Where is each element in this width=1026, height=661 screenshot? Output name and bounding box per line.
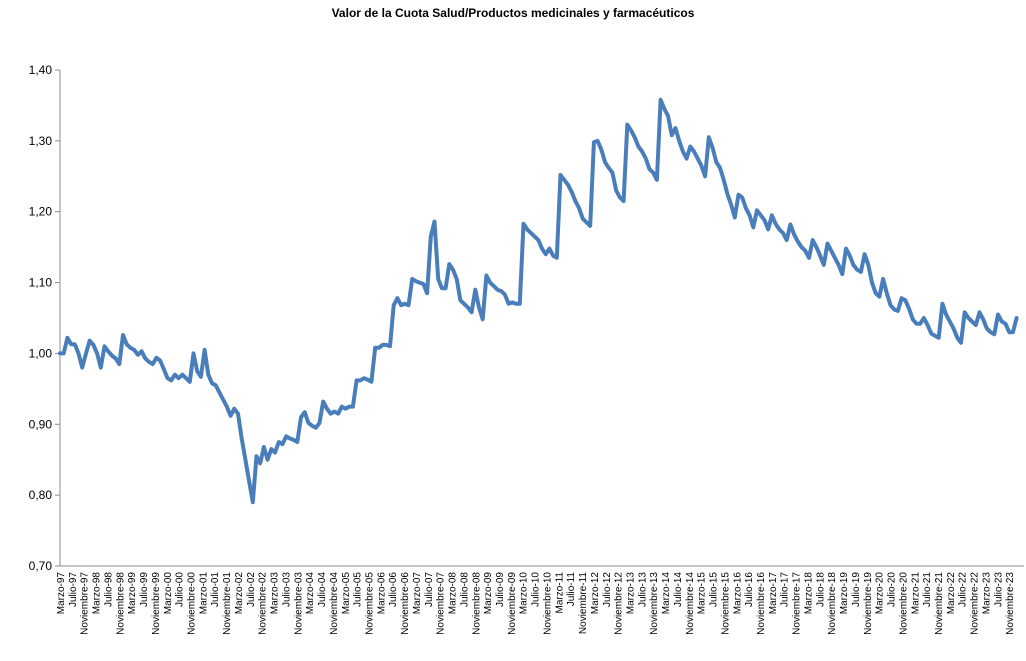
x-tick-label: Julio-09: [495, 572, 506, 607]
x-tick-label: Julio-11: [566, 572, 577, 607]
x-tick-label: Julio-05: [353, 572, 364, 607]
x-tick-label: Marzo-23: [981, 572, 992, 615]
x-tick-label: Marzo-16: [732, 572, 743, 615]
y-tick-label: 0,90: [29, 417, 53, 431]
x-tick-label: Julio-04: [317, 572, 328, 607]
x-tick-label: Noviembre-19: [863, 572, 874, 635]
x-tick-label: Noviembre-21: [934, 572, 945, 635]
x-tick-label: Noviembre-06: [400, 572, 411, 635]
x-tick-label: Julio-17: [780, 572, 791, 607]
x-tick-label: Marzo-99: [127, 572, 138, 615]
x-tick-label: Julio-06: [388, 572, 399, 607]
x-tick-label: Noviembre-99: [151, 572, 162, 635]
x-tick-label: Marzo-07: [412, 572, 423, 615]
x-tick-label: Marzo-20: [875, 572, 886, 615]
x-tick-label: Noviembre-09: [507, 572, 518, 635]
x-tick-label: Marzo-13: [626, 572, 637, 615]
x-tick-label: Julio-98: [103, 572, 114, 607]
x-tick-label: Noviembre-10: [542, 572, 553, 635]
x-tick-label: Noviembre-07: [436, 572, 447, 635]
x-tick-label: Julio-12: [602, 572, 613, 607]
x-tick-label: Julio-99: [139, 572, 150, 607]
x-tick-label: Marzo-12: [590, 572, 601, 615]
x-tick-label: Julio-18: [815, 572, 826, 607]
x-tick-label: Noviembre-22: [970, 572, 981, 635]
y-tick-label: 1,10: [29, 276, 53, 290]
x-tick-label: Marzo-18: [803, 572, 814, 615]
x-tick-label: Julio-01: [210, 572, 221, 607]
x-tick-label: Noviembre-97: [80, 572, 91, 635]
x-tick-label: Julio-10: [531, 572, 542, 607]
x-tick-label: Noviembre-03: [293, 572, 304, 635]
y-tick-label: 1,00: [29, 346, 53, 360]
x-tick-label: Noviembre-05: [364, 572, 375, 635]
x-tick-label: Marzo-10: [519, 572, 530, 615]
y-tick-label: 1,40: [29, 63, 53, 77]
x-tick-label: Marzo-05: [341, 572, 352, 615]
x-tick-label: Julio-20: [887, 572, 898, 607]
x-tick-label: Noviembre-12: [614, 572, 625, 635]
x-tick-label: Marzo-19: [839, 572, 850, 615]
x-tick-label: Noviembre-08: [471, 572, 482, 635]
x-tick-label: Marzo-14: [661, 572, 672, 615]
x-tick-label: Julio-08: [459, 572, 470, 607]
x-tick-label: Marzo-97: [56, 572, 67, 615]
x-tick-label: Julio-23: [993, 572, 1004, 607]
x-tick-label: Marzo-02: [234, 572, 245, 615]
x-tick-label: Marzo-00: [163, 572, 174, 615]
x-tick-label: Marzo-08: [448, 572, 459, 615]
x-axis: Marzo-97 Julio-97 Noviembre-97 Marzo-98 Juli…: [56, 565, 1024, 635]
x-tick-label: Noviembre-20: [898, 572, 909, 635]
y-tick-label: 1,20: [29, 205, 53, 219]
y-tick-label: 0,70: [29, 559, 53, 573]
x-tick-label: Marzo-09: [483, 572, 494, 615]
x-tick-label: Marzo-11: [554, 572, 565, 614]
plot-area: [58, 97, 1019, 505]
x-tick-label: Marzo-98: [92, 572, 103, 615]
x-tick-label: Noviembre-18: [827, 572, 838, 635]
x-tick-label: Julio-15: [709, 572, 720, 607]
x-tick-label: Noviembre-13: [649, 572, 660, 635]
x-tick-label: Julio-02: [246, 572, 257, 607]
x-tick-label: Noviembre-01: [222, 572, 233, 635]
x-tick-label: Marzo-17: [768, 572, 779, 615]
y-tick-label: 0,80: [29, 488, 53, 502]
x-tick-label: Marzo-04: [305, 572, 316, 615]
series-line: [58, 97, 1019, 505]
x-tick-label: Julio-21: [922, 572, 933, 607]
x-tick-label: Marzo-15: [697, 572, 708, 615]
x-tick-label: Noviembre-04: [329, 572, 340, 635]
chart-title: Valor de la Cuota Salud/Productos medici…: [331, 6, 695, 20]
x-tick-label: Marzo-21: [910, 572, 921, 615]
x-tick-label: Noviembre-11: [578, 572, 589, 634]
y-axis: 0,70 0,80 0,90 1,00 1,10 1,20 1,30 1,40: [29, 63, 61, 573]
x-tick-label: Noviembre-16: [756, 572, 767, 635]
x-tick-label: Julio-07: [424, 572, 435, 607]
x-tick-label: Noviembre-17: [792, 572, 803, 635]
x-tick-label: Noviembre-23: [1005, 572, 1016, 635]
x-tick-label: Marzo-01: [198, 572, 209, 615]
x-tick-label: Marzo-06: [376, 572, 387, 615]
x-tick-label: Marzo-03: [270, 572, 281, 615]
x-tick-label: Julio-22: [958, 572, 969, 607]
x-tick-label: Julio-03: [281, 572, 292, 607]
x-tick-label: Julio-13: [637, 572, 648, 607]
x-tick-label: Noviembre-15: [720, 572, 731, 635]
x-tick-label: Marzo-22: [946, 572, 957, 615]
y-tick-label: 1,30: [29, 134, 53, 148]
x-tick-label: Noviembre-98: [115, 572, 126, 635]
x-tick-label: Noviembre-14: [685, 572, 696, 635]
x-tick-label: Noviembre-02: [258, 572, 269, 635]
x-tick-label: Julio-00: [175, 572, 186, 607]
x-tick-label: Julio-14: [673, 572, 684, 607]
x-tick-label: Julio-97: [68, 572, 79, 607]
x-tick-label: Noviembre-00: [187, 572, 198, 635]
x-tick-label: Julio-16: [744, 572, 755, 607]
x-tick-label: Julio-19: [851, 572, 862, 607]
